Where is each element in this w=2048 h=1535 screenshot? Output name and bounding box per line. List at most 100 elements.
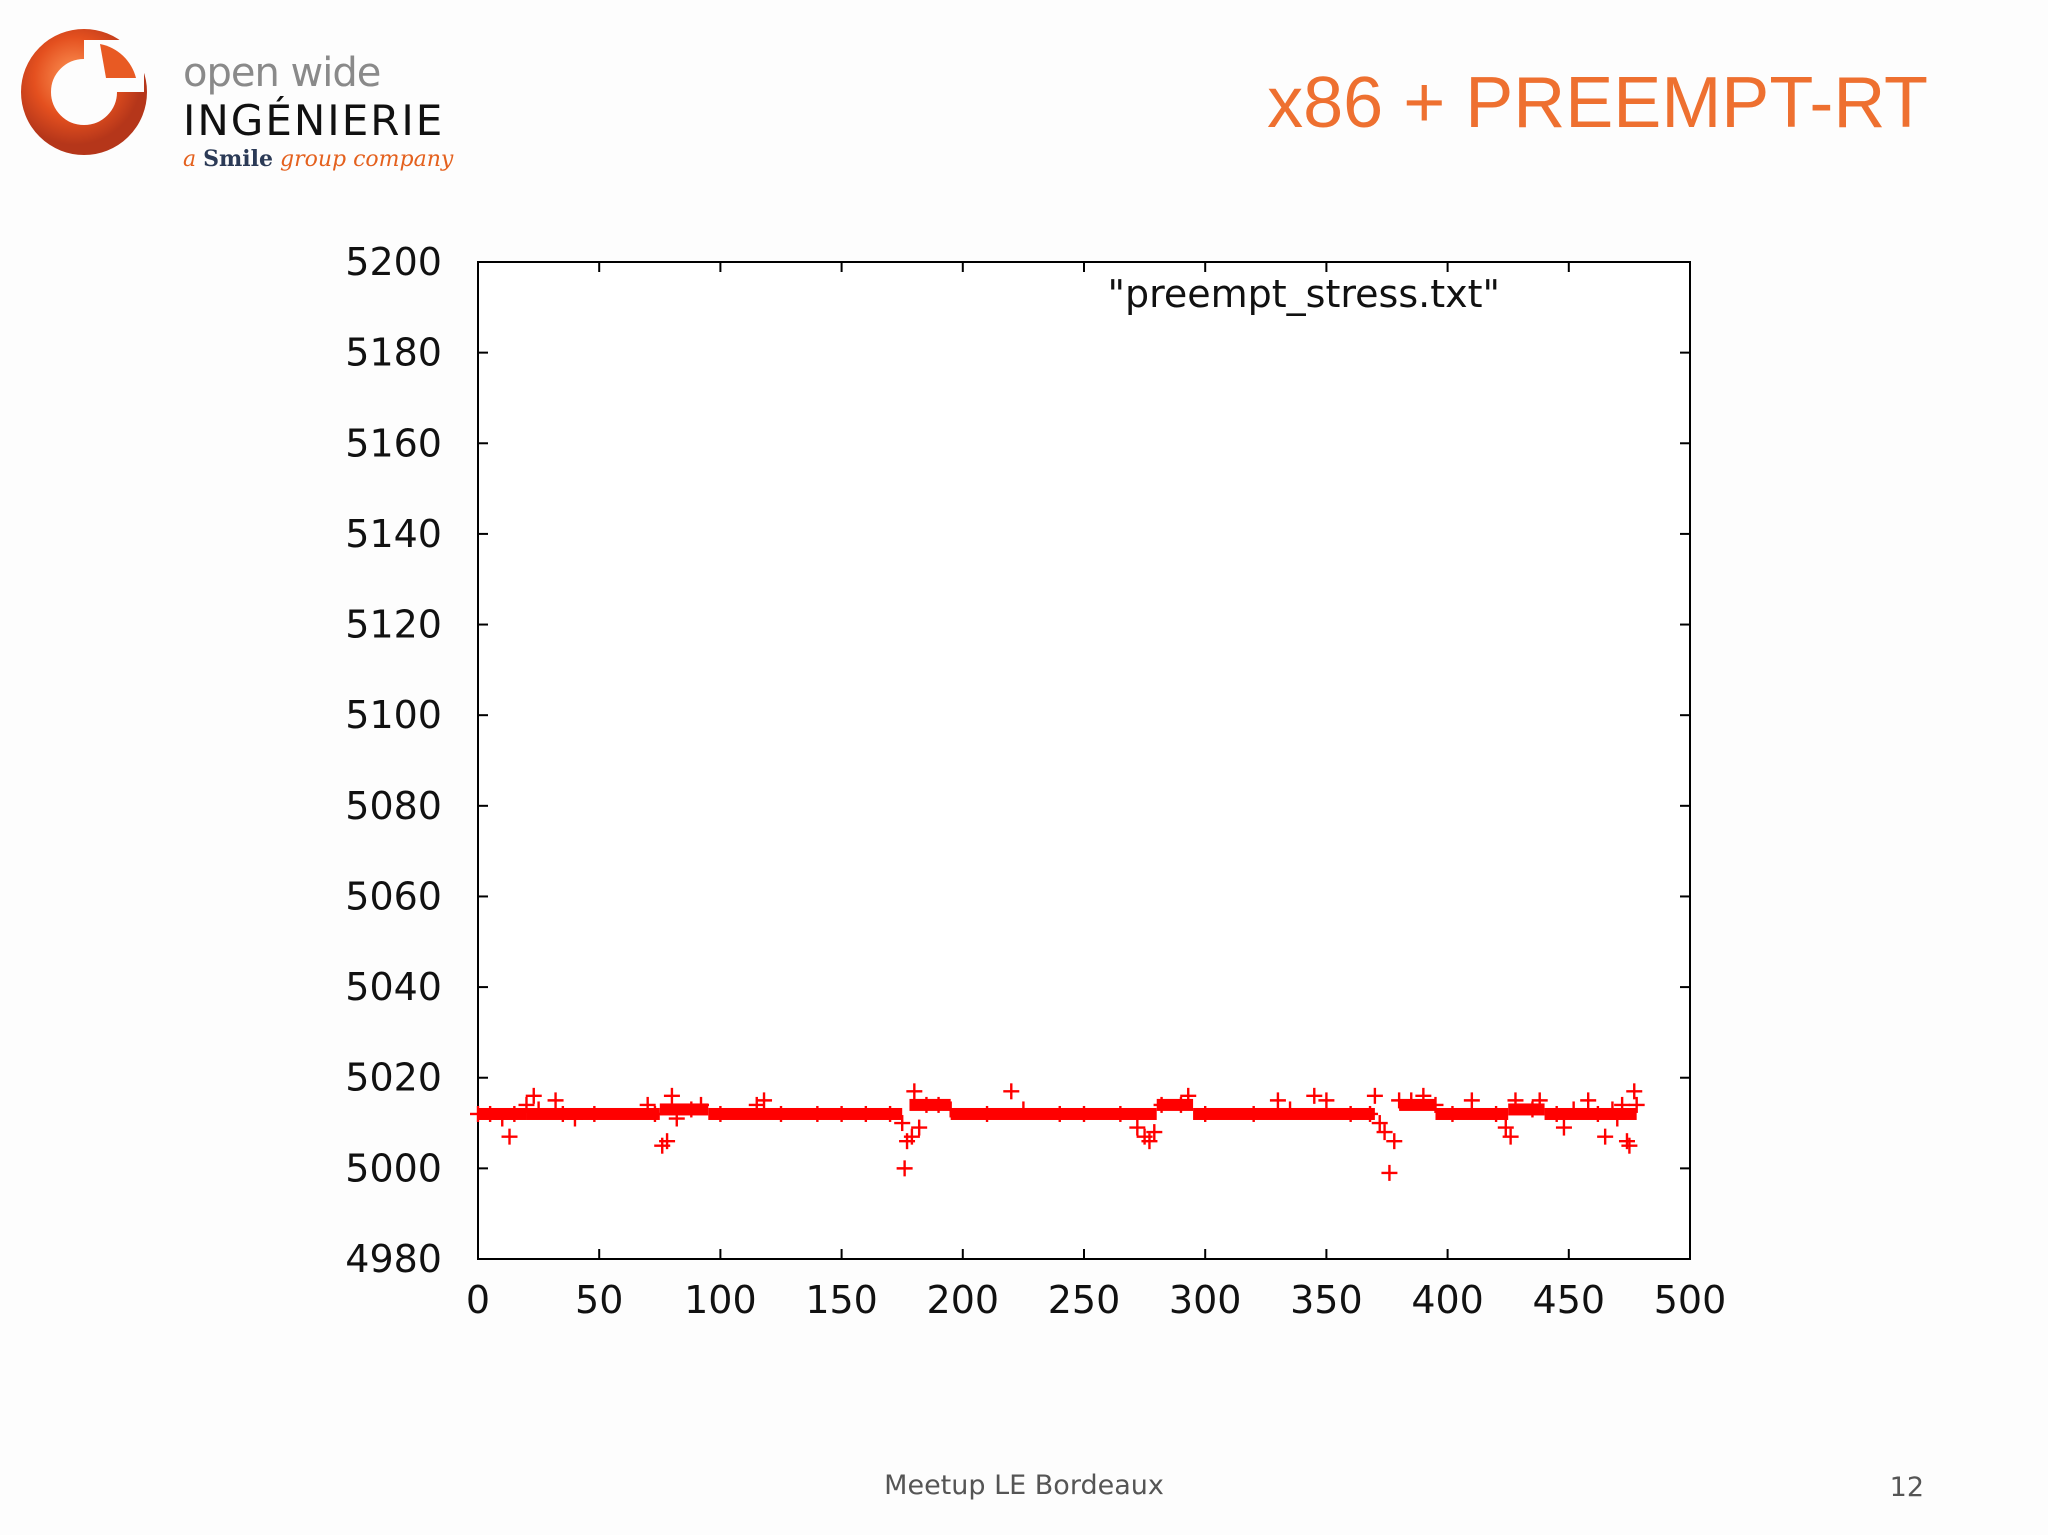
data-point — [1502, 1128, 1519, 1145]
data-point — [979, 1105, 996, 1122]
data-point — [1463, 1092, 1480, 1109]
x-tick-label: 400 — [1411, 1278, 1484, 1322]
data-point — [1371, 1115, 1388, 1132]
data-point — [906, 1083, 923, 1100]
data-point — [1444, 1105, 1461, 1122]
data-point — [1342, 1105, 1359, 1122]
data-point — [942, 1101, 959, 1118]
x-tick-label: 50 — [575, 1278, 623, 1322]
data-point — [494, 1110, 511, 1127]
x-tick-label: 200 — [927, 1278, 1000, 1322]
data-point — [1621, 1137, 1638, 1154]
y-tick-label: 5140 — [345, 512, 442, 556]
data-point — [1146, 1124, 1163, 1141]
data-point — [1141, 1133, 1158, 1150]
data-point — [1415, 1087, 1432, 1104]
data-point — [1531, 1092, 1548, 1109]
data-point — [566, 1110, 583, 1127]
data-point — [1386, 1133, 1403, 1150]
data-point — [1427, 1096, 1444, 1113]
data-point — [1497, 1119, 1514, 1136]
data-point — [1362, 1105, 1379, 1122]
data-point — [1366, 1087, 1383, 1104]
logo-tagline: a Smile group company — [183, 146, 454, 172]
y-tick-label: 5040 — [345, 965, 442, 1009]
x-tick-label: 250 — [1048, 1278, 1121, 1322]
data-point — [894, 1115, 911, 1132]
data-point — [1376, 1124, 1393, 1141]
y-tick-label: 5160 — [345, 421, 442, 465]
data-point — [1015, 1101, 1032, 1118]
y-tick-label: 5180 — [345, 331, 442, 375]
data-point — [1269, 1092, 1286, 1109]
x-tick-label: 0 — [466, 1278, 490, 1322]
data-point — [506, 1105, 523, 1122]
data-point — [554, 1105, 571, 1122]
data-point — [1507, 1092, 1524, 1109]
slide-title: x86 + PREEMPT-RT — [1267, 63, 1928, 143]
data-point — [1282, 1101, 1299, 1118]
data-point — [646, 1105, 663, 1122]
data-band — [1435, 1107, 1509, 1120]
data-point — [1614, 1096, 1631, 1113]
data-point — [930, 1096, 947, 1113]
data-point — [911, 1119, 928, 1136]
scatter-chart: 4980500050205040506050805100512051405160… — [345, 240, 1727, 1322]
data-point — [659, 1133, 676, 1150]
data-point — [586, 1105, 603, 1122]
x-tick-label: 500 — [1654, 1278, 1727, 1322]
data-point — [501, 1128, 518, 1145]
data-point — [1548, 1105, 1565, 1122]
logo-ring-icon — [21, 29, 147, 155]
data-point — [482, 1105, 499, 1122]
page-number: 12 — [1889, 1472, 1924, 1503]
data-point — [693, 1096, 710, 1113]
y-tick-label: 5080 — [345, 784, 442, 828]
company-logo: open wide INGÉNIERIE a Smile group compa… — [16, 20, 453, 180]
plot-frame — [477, 261, 1691, 1260]
y-tick-label: 5000 — [345, 1146, 442, 1190]
slide-footer: Meetup LE Bordeaux — [884, 1470, 1164, 1501]
logo-text-ingenierie: INGÉNIERIE — [183, 96, 445, 145]
data-point — [1076, 1105, 1092, 1122]
data-point — [903, 1128, 920, 1145]
y-tick-label: 5120 — [345, 603, 442, 647]
data-point — [756, 1092, 773, 1109]
data-point — [1403, 1092, 1420, 1109]
data-point — [882, 1105, 899, 1122]
data-point — [1381, 1164, 1398, 1181]
y-tick-label: 4980 — [345, 1237, 442, 1281]
data-point — [833, 1105, 850, 1122]
data-point — [530, 1101, 547, 1118]
data-point — [1153, 1096, 1170, 1113]
data-point — [1172, 1096, 1189, 1113]
data-point — [1626, 1083, 1643, 1100]
data-point — [1488, 1105, 1505, 1122]
y-tick-label: 5100 — [345, 693, 442, 737]
data-point — [1580, 1092, 1597, 1109]
data-point — [896, 1160, 913, 1177]
data-point — [518, 1096, 535, 1113]
data-point — [1306, 1087, 1323, 1104]
data-point — [525, 1087, 542, 1104]
data-point — [1604, 1101, 1621, 1118]
data-point — [1003, 1083, 1020, 1100]
data-point — [1597, 1128, 1614, 1145]
data-point — [663, 1087, 680, 1104]
data-point — [1318, 1092, 1335, 1109]
x-tick-label: 300 — [1169, 1278, 1242, 1322]
x-tick-label: 100 — [684, 1278, 757, 1322]
y-tick-label: 5060 — [345, 874, 442, 918]
x-tick-label: 350 — [1290, 1278, 1363, 1322]
data-band — [1399, 1098, 1436, 1111]
data-point — [1628, 1096, 1645, 1113]
data-point — [857, 1105, 874, 1122]
data-point — [1051, 1105, 1068, 1122]
data-point — [683, 1101, 700, 1118]
data-point — [712, 1105, 729, 1122]
logo-text-open-wide: open wide — [183, 50, 381, 96]
data-point — [1180, 1087, 1197, 1104]
data-point — [639, 1096, 656, 1113]
data-band — [1193, 1107, 1375, 1120]
data-point — [1565, 1101, 1582, 1118]
